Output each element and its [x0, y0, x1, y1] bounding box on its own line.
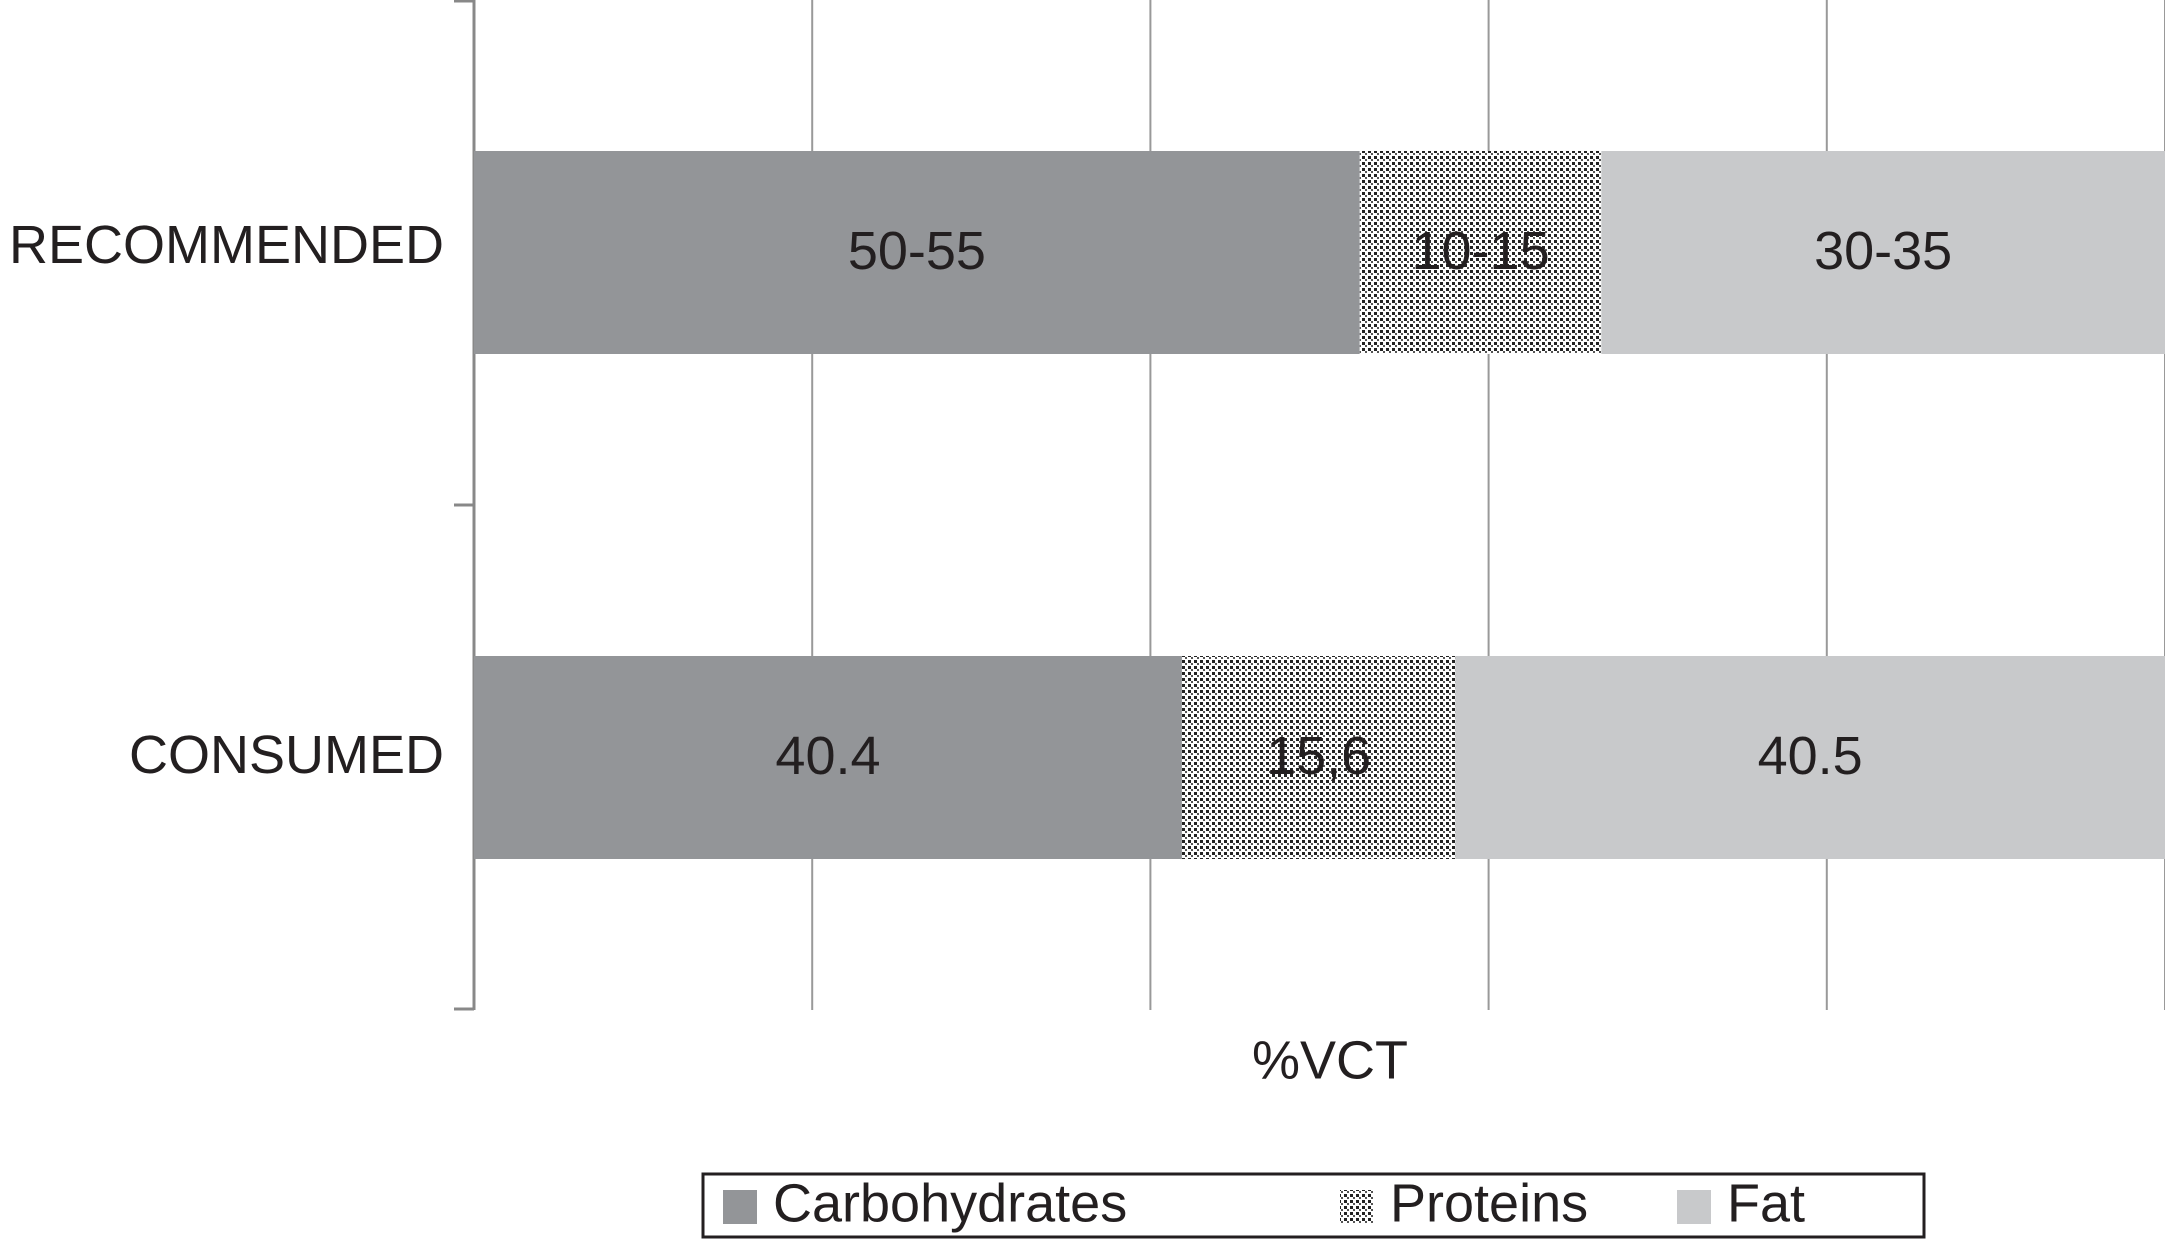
bar-segment — [474, 656, 1182, 859]
legend-box — [701, 1172, 1926, 1239]
bar-segment — [1181, 656, 1456, 859]
legend-label: Carbohydrates — [773, 1173, 1127, 1233]
legend-swatch — [723, 1190, 757, 1224]
value-label: 15,6 — [1266, 726, 1371, 786]
value-label: 30-35 — [1814, 221, 1952, 281]
y-tick-label: CONSUMED — [129, 725, 444, 785]
value-label: 40.5 — [1758, 726, 1863, 786]
bar-segment — [1455, 656, 2165, 859]
y-tick-label: RECOMMENDED — [9, 215, 444, 275]
legend-label: Fat — [1727, 1173, 1805, 1233]
legend-swatch — [1677, 1190, 1711, 1224]
x-axis-title: %VCT — [1252, 1030, 1408, 1090]
bar-segment — [1359, 151, 1602, 354]
value-label: 40.4 — [775, 726, 880, 786]
legend-swatch — [1340, 1190, 1374, 1224]
value-label: 50-55 — [848, 221, 986, 281]
value-label: 10-15 — [1411, 221, 1549, 281]
bar-segment — [474, 151, 1360, 354]
legend-label: Proteins — [1390, 1173, 1588, 1233]
bar-segment — [1601, 151, 2165, 354]
